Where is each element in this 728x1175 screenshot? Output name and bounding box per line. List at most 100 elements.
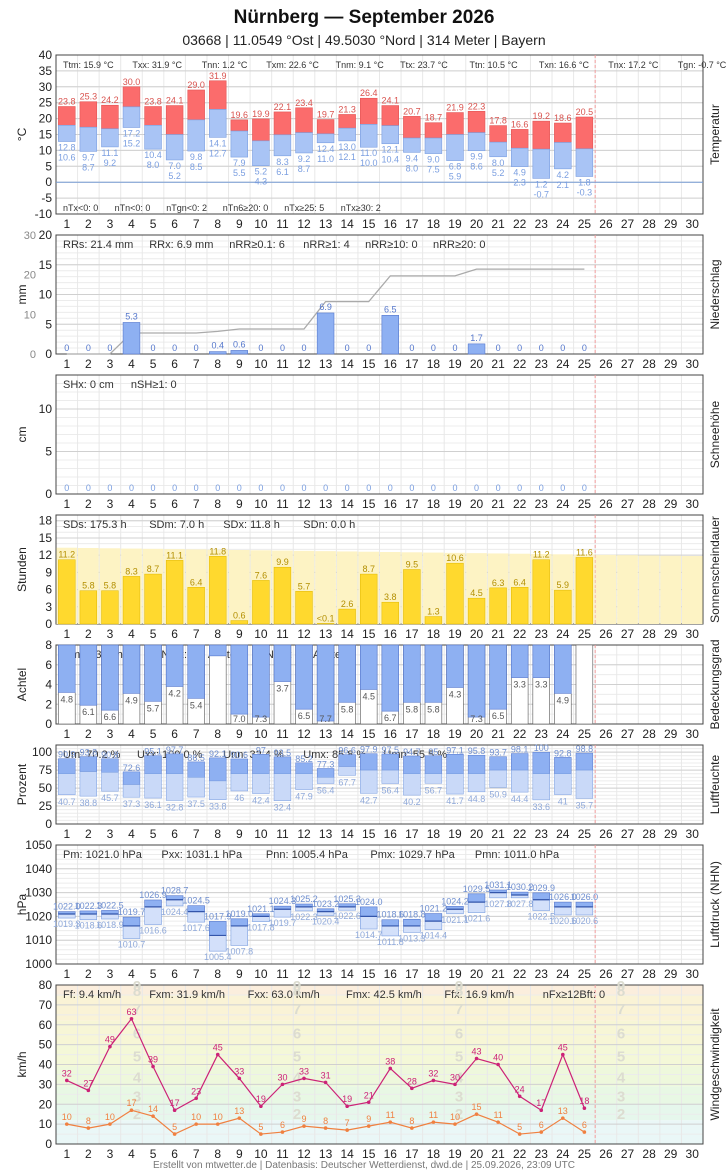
wind-mean-point <box>64 1122 69 1126</box>
x-tick-label: 17 <box>405 627 419 641</box>
tmax-bar <box>381 105 399 126</box>
humidity-upper-bar <box>58 758 76 774</box>
y-axis-label: cm <box>15 427 29 443</box>
wind-mean-point <box>561 1116 565 1120</box>
tmin-bar <box>338 127 356 142</box>
tmin-data-label: 7.0 <box>168 161 181 171</box>
x-tick-label: 9 <box>236 1147 243 1160</box>
stat-label: nRR≥20: 0 <box>433 239 486 251</box>
y-tick-label: 1000 <box>25 957 52 971</box>
tmax-bar <box>467 110 486 133</box>
pmin-data-label: 1007.8 <box>226 946 254 956</box>
x-tick-label: 12 <box>297 217 311 231</box>
beaufort-label: 8 <box>455 983 463 1000</box>
beaufort-label: 2 <box>617 1106 625 1123</box>
pmin-data-label: 1010.7 <box>118 940 146 950</box>
x-tick-label: 4 <box>128 1147 135 1160</box>
tmin-data-label: 9.2 <box>298 154 311 164</box>
wind-gust-point <box>517 1094 522 1099</box>
sunshine-bar <box>360 573 378 625</box>
x-tick-label: 1 <box>63 827 70 841</box>
wind-gust-point <box>259 1104 263 1109</box>
x-tick-label: 12 <box>297 357 311 371</box>
cloud-bar <box>295 644 313 710</box>
stat-label: Ttx: 23.7 °C <box>400 60 448 70</box>
stat-label: Txx: 31.9 °C <box>132 60 182 70</box>
snow-data-label: 0 <box>560 483 565 493</box>
x-tick-label: 4 <box>128 357 135 371</box>
tmax-data-label: 18.6 <box>554 113 572 123</box>
x-tick-label: 18 <box>427 217 441 231</box>
x-tick-label: 29 <box>664 217 678 231</box>
pmax-data-label: 1019.7 <box>118 907 146 917</box>
x-tick-label: 13 <box>319 827 333 841</box>
umin-data-label: 32.4 <box>274 803 292 813</box>
pressure-lower-bar <box>360 916 378 930</box>
wind-gust-data-label: 33 <box>299 1066 309 1076</box>
pressure-upper-bar <box>187 905 205 912</box>
wind-gust-point <box>323 1080 328 1085</box>
x-tick-label: 4 <box>128 727 135 741</box>
x-tick-label: 20 <box>470 217 484 231</box>
precip-bar <box>209 351 227 355</box>
stat-label: nSH≥1: 0 <box>131 379 177 391</box>
umin-data-label: 42.4 <box>252 796 270 806</box>
pmin-data-label: 1018.9 <box>96 920 124 930</box>
tmax-bar <box>101 104 119 130</box>
pressure-upper-bar <box>424 913 443 922</box>
tground-data-label: 8.7 <box>298 164 311 174</box>
x-tick-label: 29 <box>664 967 678 981</box>
stat-label: Ff: 9.4 km/h <box>63 989 121 1001</box>
x-tick-label: 18 <box>427 827 441 841</box>
snow-data-label: 0 <box>582 483 587 493</box>
wind-mean-point <box>474 1112 479 1116</box>
x-tick-label: 10 <box>254 1147 268 1160</box>
umin-data-label: 40.7 <box>58 797 76 807</box>
tmin-data-label: 8.0 <box>492 158 505 168</box>
sunshine-bar <box>230 620 248 625</box>
pressure-lower-bar <box>252 916 270 922</box>
tground-data-label: -0.7 <box>533 189 549 199</box>
tground-data-label: 2.3 <box>513 178 526 188</box>
x-tick-label: 15 <box>362 1147 376 1160</box>
stat-label: Pxx: 1031.1 hPa <box>161 849 243 861</box>
x-tick-label: 12 <box>297 967 311 981</box>
y-tick-label: 5 <box>45 445 52 459</box>
wind-gust-point <box>108 1044 112 1049</box>
pressure-lower-bar <box>532 899 550 911</box>
tmax-data-label: 19.2 <box>532 111 550 121</box>
snow-data-label: 0 <box>323 483 328 493</box>
tmin-data-label: 4.2 <box>557 170 570 180</box>
humidity-lower-bar <box>511 769 529 793</box>
x-tick-label: 7 <box>193 357 200 371</box>
x-tick-label: 14 <box>340 217 354 231</box>
clear-sky-bar <box>209 644 227 725</box>
wind-gust-point <box>561 1052 565 1057</box>
humidity-lower-bar <box>252 773 270 794</box>
pmin-data-label: 1005.4 <box>204 952 232 962</box>
humidity-lower-bar <box>381 769 399 784</box>
tmin-data-label: 9.9 <box>470 152 483 162</box>
sunshine-data-label: 5.8 <box>82 581 95 591</box>
y-tick-label: 5 <box>45 317 52 331</box>
footer-credits: Erstellt von mtwetter.de | Datenbasis: D… <box>153 1160 575 1171</box>
stat-label: Fxm: 31.9 km/h <box>149 989 225 1001</box>
y-tick-label: 5 <box>45 159 52 173</box>
tmin-data-label: 9.0 <box>427 155 440 165</box>
tground-data-label: 7.5 <box>427 165 440 175</box>
cloud-data-label: 4.8 <box>61 694 74 704</box>
umax-data-label: 97.1 <box>446 745 464 755</box>
pmax-data-label: 1018.6 <box>377 910 405 920</box>
cloud-data-label: 1.1 <box>211 658 224 668</box>
stat-label: Um: 70.2 % <box>63 749 121 761</box>
y-tick-label: 1030 <box>25 886 52 900</box>
precip-data-label: 0 <box>151 343 156 353</box>
umin-data-label: 46 <box>234 793 244 803</box>
umax-data-label: 97 <box>256 745 266 755</box>
precip-data-label: 1.7 <box>470 333 483 343</box>
wind-mean-data-label: 10 <box>450 1112 460 1122</box>
pmax-data-label: 1022.3 <box>75 901 103 911</box>
stat-label: nFx≥12Bft: 0 <box>543 989 605 1001</box>
y-axis-label: Achtel <box>15 668 29 701</box>
